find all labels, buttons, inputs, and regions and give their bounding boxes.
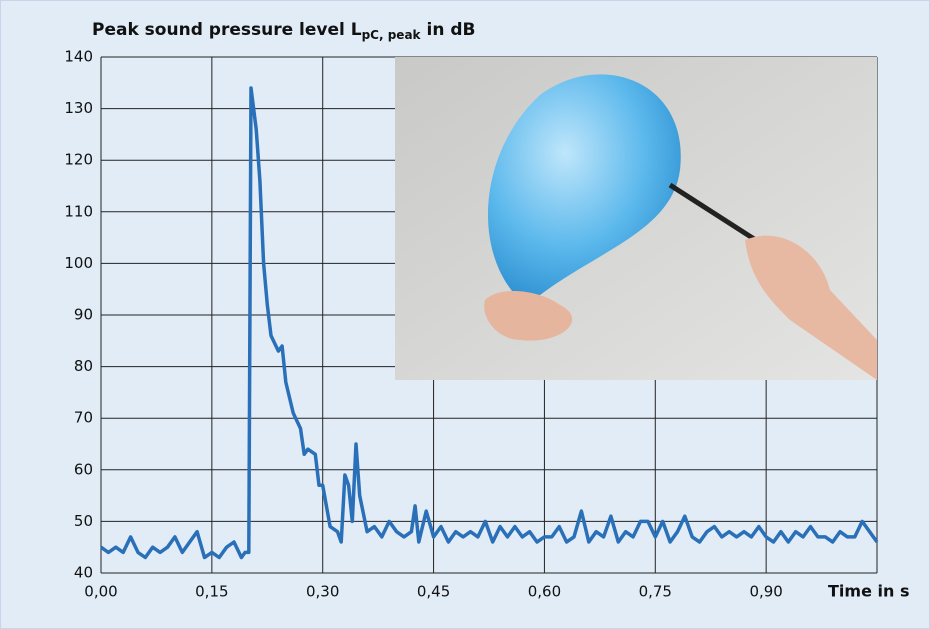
- x-tick-label: 0,15: [195, 583, 228, 601]
- data-line: [99, 86, 879, 560]
- y-tick-label: 50: [74, 512, 93, 530]
- y-tick-label: 70: [74, 409, 93, 427]
- y-tick-label: 140: [64, 48, 93, 66]
- x-tick-label: 0,30: [306, 583, 339, 601]
- title-suffix: in dB: [427, 20, 476, 40]
- y-tick-label: 130: [64, 99, 93, 117]
- x-axis-label: Time in s: [828, 582, 909, 601]
- y-tick-label: 90: [74, 306, 93, 324]
- y-tick-label: 110: [64, 202, 93, 220]
- title-main: Peak sound pressure level L: [92, 20, 362, 40]
- y-tick-label: 120: [64, 151, 93, 169]
- title-subscript: pC, peak: [362, 28, 422, 42]
- y-tick-label: 60: [74, 460, 93, 478]
- x-tick-label: 0,45: [417, 583, 450, 601]
- x-tick-label: 0,60: [528, 583, 561, 601]
- chart-title: Peak sound pressure level LpC, peak in dB: [92, 20, 476, 42]
- x-tick-label: 0,00: [84, 583, 117, 601]
- photo: [395, 57, 877, 380]
- y-tick-label: 40: [74, 564, 93, 582]
- y-tick-label: 100: [64, 254, 93, 272]
- x-tick-label: 0,75: [639, 583, 672, 601]
- x-tick-label: 0,90: [749, 583, 782, 601]
- y-tick-label: 80: [74, 357, 93, 375]
